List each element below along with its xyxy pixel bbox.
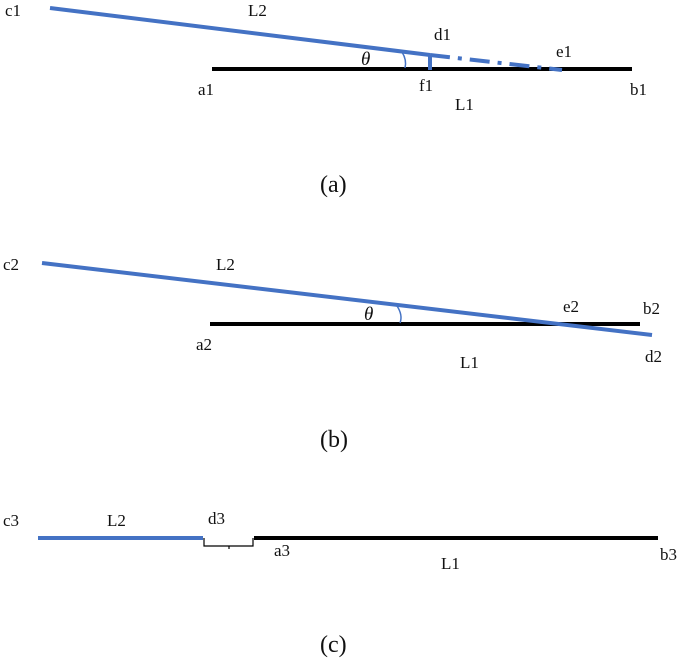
label-f1: f1 bbox=[419, 76, 433, 95]
label-l2-b: L2 bbox=[216, 255, 235, 274]
label-a3: a3 bbox=[274, 541, 290, 560]
label-l1-c: L1 bbox=[441, 554, 460, 573]
label-theta-a: θ bbox=[361, 49, 370, 70]
caption-a: (a) bbox=[320, 172, 347, 198]
line-l2-b bbox=[41, 261, 653, 337]
label-l1-b: L1 bbox=[460, 353, 479, 372]
angle-arc-b bbox=[396, 305, 402, 324]
label-e1: e1 bbox=[556, 42, 572, 61]
label-l2-a: L2 bbox=[248, 1, 267, 20]
label-theta-b: θ bbox=[364, 304, 373, 325]
caption-b: (b) bbox=[320, 427, 348, 453]
caption-c: (c) bbox=[320, 632, 347, 658]
label-b1: b1 bbox=[630, 80, 647, 99]
label-c1: c1 bbox=[5, 1, 21, 20]
label-c2: c2 bbox=[3, 255, 19, 274]
panel-c: c3 L2 d3 a3 L1 b3 (c) bbox=[3, 509, 677, 658]
label-e2: e2 bbox=[563, 297, 579, 316]
label-d3: d3 bbox=[208, 509, 225, 528]
panel-a: c1 L2 d1 e1 θ a1 f1 L1 b1 (a) bbox=[5, 1, 647, 198]
angle-arc-a bbox=[401, 51, 407, 69]
label-b3: b3 bbox=[660, 545, 677, 564]
label-d1: d1 bbox=[434, 25, 451, 44]
label-c3: c3 bbox=[3, 511, 19, 530]
label-l2-c: L2 bbox=[107, 511, 126, 530]
label-b2: b2 bbox=[643, 299, 660, 318]
line-l2-a-dashed-extension bbox=[429, 53, 563, 72]
label-a1: a1 bbox=[198, 80, 214, 99]
panel-b: c2 L2 θ e2 b2 a2 L1 d2 (b) bbox=[3, 255, 662, 453]
label-d2: d2 bbox=[645, 347, 662, 366]
label-a2: a2 bbox=[196, 335, 212, 354]
line-l2-a bbox=[49, 6, 431, 57]
label-l1-a: L1 bbox=[455, 95, 474, 114]
gap-bracket-d3 bbox=[203, 538, 254, 549]
